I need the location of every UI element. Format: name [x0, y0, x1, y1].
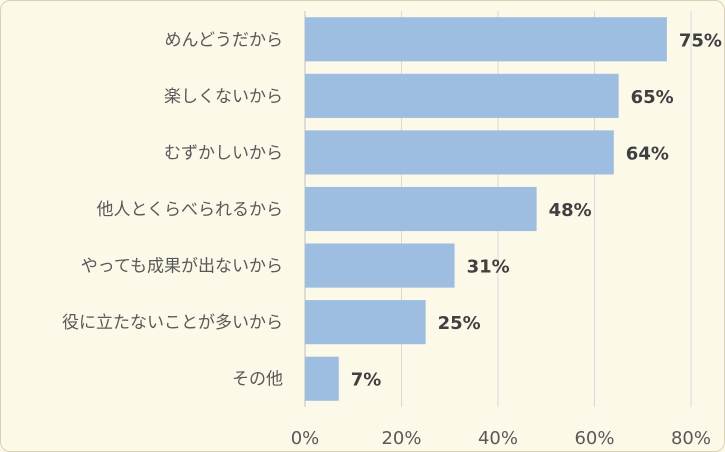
x-tick-label: 80%: [671, 428, 711, 449]
bar: [305, 186, 537, 232]
value-label: 75%: [679, 30, 722, 51]
value-label: 7%: [351, 370, 382, 391]
x-tick-label: 0%: [291, 428, 320, 449]
value-label: 25%: [438, 313, 481, 334]
category-label: 楽しくないから: [164, 87, 283, 107]
value-label: 64%: [626, 143, 669, 164]
value-label: 65%: [631, 87, 674, 108]
category-label: その他: [232, 370, 283, 390]
label-layer: めんどうだから 75% 楽しくないから 65% むずかしいから 64% 他人とくらべられるか…: [62, 30, 722, 390]
bar: [305, 356, 339, 401]
category-label: やっても成果が出ないから: [81, 257, 283, 277]
x-tick-label: 20%: [381, 428, 421, 449]
category-label: 他人とくらべられるから: [97, 200, 284, 220]
bar: [305, 17, 667, 62]
tick-layer: 0% 20% 40% 60% 80%: [291, 428, 711, 449]
bar: [305, 300, 426, 345]
category-label: めんどうだから: [165, 30, 284, 50]
category-label: 役に立たないことが多いから: [62, 313, 283, 333]
bar-layer: [305, 17, 667, 401]
bar: [305, 73, 619, 118]
x-tick-label: 60%: [574, 428, 614, 449]
value-label: 31%: [467, 257, 510, 278]
bar: [305, 130, 614, 175]
bar: [305, 243, 455, 288]
value-label: 48%: [549, 200, 592, 221]
category-label: むずかしいから: [164, 143, 283, 163]
x-tick-label: 40%: [478, 428, 518, 449]
